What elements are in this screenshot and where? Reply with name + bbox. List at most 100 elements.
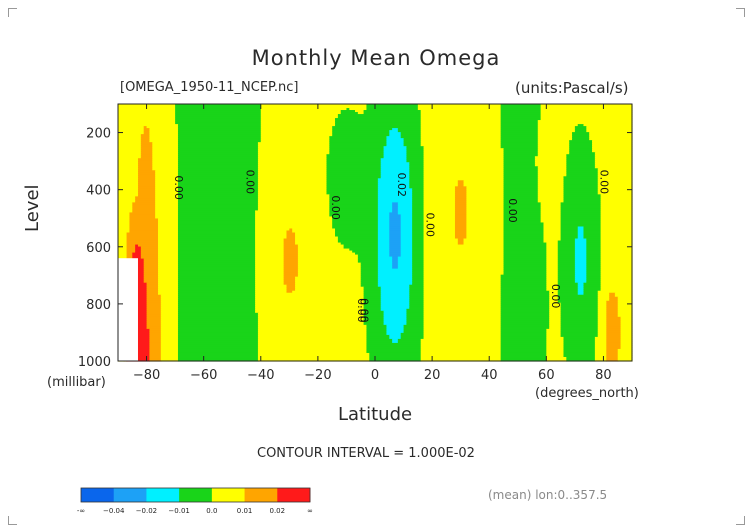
- contour-cell: [357, 260, 379, 264]
- contour-cell: [140, 146, 153, 149]
- contour-cell: [126, 342, 151, 346]
- contour-cell: [423, 292, 502, 296]
- contour-cell: [503, 166, 539, 169]
- contour-cell: [255, 300, 365, 304]
- contour-cell: [409, 162, 425, 165]
- contour-cell: [454, 230, 467, 234]
- contour-cell: [546, 284, 559, 288]
- contour-cell: [132, 204, 156, 207]
- contour-cell: [257, 354, 370, 358]
- contour-cell: [420, 144, 502, 147]
- contour-cell: [360, 272, 379, 276]
- contour-cell: [583, 290, 599, 294]
- contour-cell: [177, 326, 259, 330]
- contour-cell: [160, 302, 179, 306]
- contour-cell: [563, 188, 599, 191]
- colorbar: -∞ −0.04 −0.02 −0.01 0.0 0.01 0.02 ∞: [77, 487, 313, 515]
- contour-cell: [360, 262, 379, 266]
- contour-cell: [500, 332, 547, 336]
- contour-cell: [546, 254, 559, 258]
- contour-cell: [503, 200, 539, 203]
- contour-cell: [177, 324, 259, 328]
- contour-cell: [132, 270, 145, 274]
- contour-cell: [295, 238, 339, 242]
- contour-cell: [412, 260, 425, 264]
- contour-cell: [257, 334, 368, 338]
- contour-cell: [600, 252, 633, 256]
- contour-cell: [126, 358, 151, 362]
- contour-cell: [149, 352, 162, 356]
- contour-cell: [389, 220, 402, 224]
- contour-cell: [420, 342, 502, 346]
- contour-cell: [126, 232, 159, 236]
- contour-cell: [617, 310, 633, 314]
- contour-cell: [543, 236, 562, 240]
- contour-cell: [160, 300, 179, 304]
- contour-cell: [454, 210, 467, 214]
- contour-cell: [335, 234, 379, 238]
- contour-cell: [400, 250, 413, 254]
- contour-cell: [540, 218, 562, 222]
- contour-cell: [500, 104, 542, 107]
- contour-cell: [380, 160, 408, 163]
- contour-cell: [257, 144, 330, 147]
- contour-cell: [155, 206, 179, 210]
- contour-cell: [606, 344, 622, 348]
- contour-cell: [337, 236, 379, 240]
- contour-cell: [177, 304, 256, 308]
- contour-cell: [423, 156, 505, 159]
- contour-cell: [423, 280, 502, 284]
- contour-cell: [620, 346, 633, 350]
- contour-cell: [457, 182, 465, 185]
- contour-cell: [297, 272, 362, 276]
- contour-cell: [177, 338, 259, 342]
- contour-cell: [597, 310, 607, 314]
- contour-cell: [597, 180, 633, 183]
- contour-cell: [326, 160, 382, 163]
- file-label: [OMEGA_1950-11_NCEP.nc]: [120, 80, 299, 95]
- contour-cell: [549, 310, 562, 314]
- contour-cell: [606, 322, 622, 326]
- contour-cell: [177, 290, 256, 294]
- contour-cell: [177, 134, 262, 137]
- contour-cell: [620, 324, 633, 328]
- contour-cell: [380, 172, 410, 175]
- contour-cell: [423, 308, 502, 312]
- contour-cell: [463, 238, 505, 242]
- contour-cell: [155, 212, 179, 216]
- contour-cell: [546, 282, 559, 286]
- contour-cell: [569, 144, 593, 147]
- contour-cell: [177, 278, 256, 282]
- contour-cell: [500, 144, 539, 147]
- contour-label: 0.00: [506, 198, 519, 223]
- contour-cell: [177, 308, 256, 312]
- contour-cell: [326, 170, 382, 173]
- contour-cell: [118, 228, 131, 232]
- contour-cell: [255, 282, 285, 286]
- contour-cell: [126, 350, 151, 354]
- contour-cell: [560, 302, 599, 306]
- contour-cell: [363, 296, 382, 300]
- contour-cell: [420, 346, 502, 350]
- contour-cell: [132, 260, 145, 264]
- contour-cell: [363, 286, 382, 290]
- contour-cell: [129, 288, 148, 292]
- contour-cell: [383, 154, 408, 157]
- contour-cell: [329, 206, 379, 210]
- contour-cell: [132, 252, 142, 256]
- contour-cell: [597, 330, 607, 334]
- contour-cell: [177, 178, 259, 181]
- contour-cell: [403, 144, 422, 147]
- contour-cell: [160, 296, 179, 300]
- contour-cell: [255, 260, 285, 264]
- contour-cell: [403, 142, 422, 145]
- contour-cell: [392, 266, 399, 270]
- contour-cell: [118, 132, 145, 135]
- contour-cell: [503, 264, 547, 268]
- contour-cell: [257, 194, 330, 197]
- contour-cell: [389, 244, 402, 248]
- contour-cell: [380, 164, 410, 167]
- contour-cell: [423, 180, 459, 183]
- contour-cell: [466, 190, 505, 193]
